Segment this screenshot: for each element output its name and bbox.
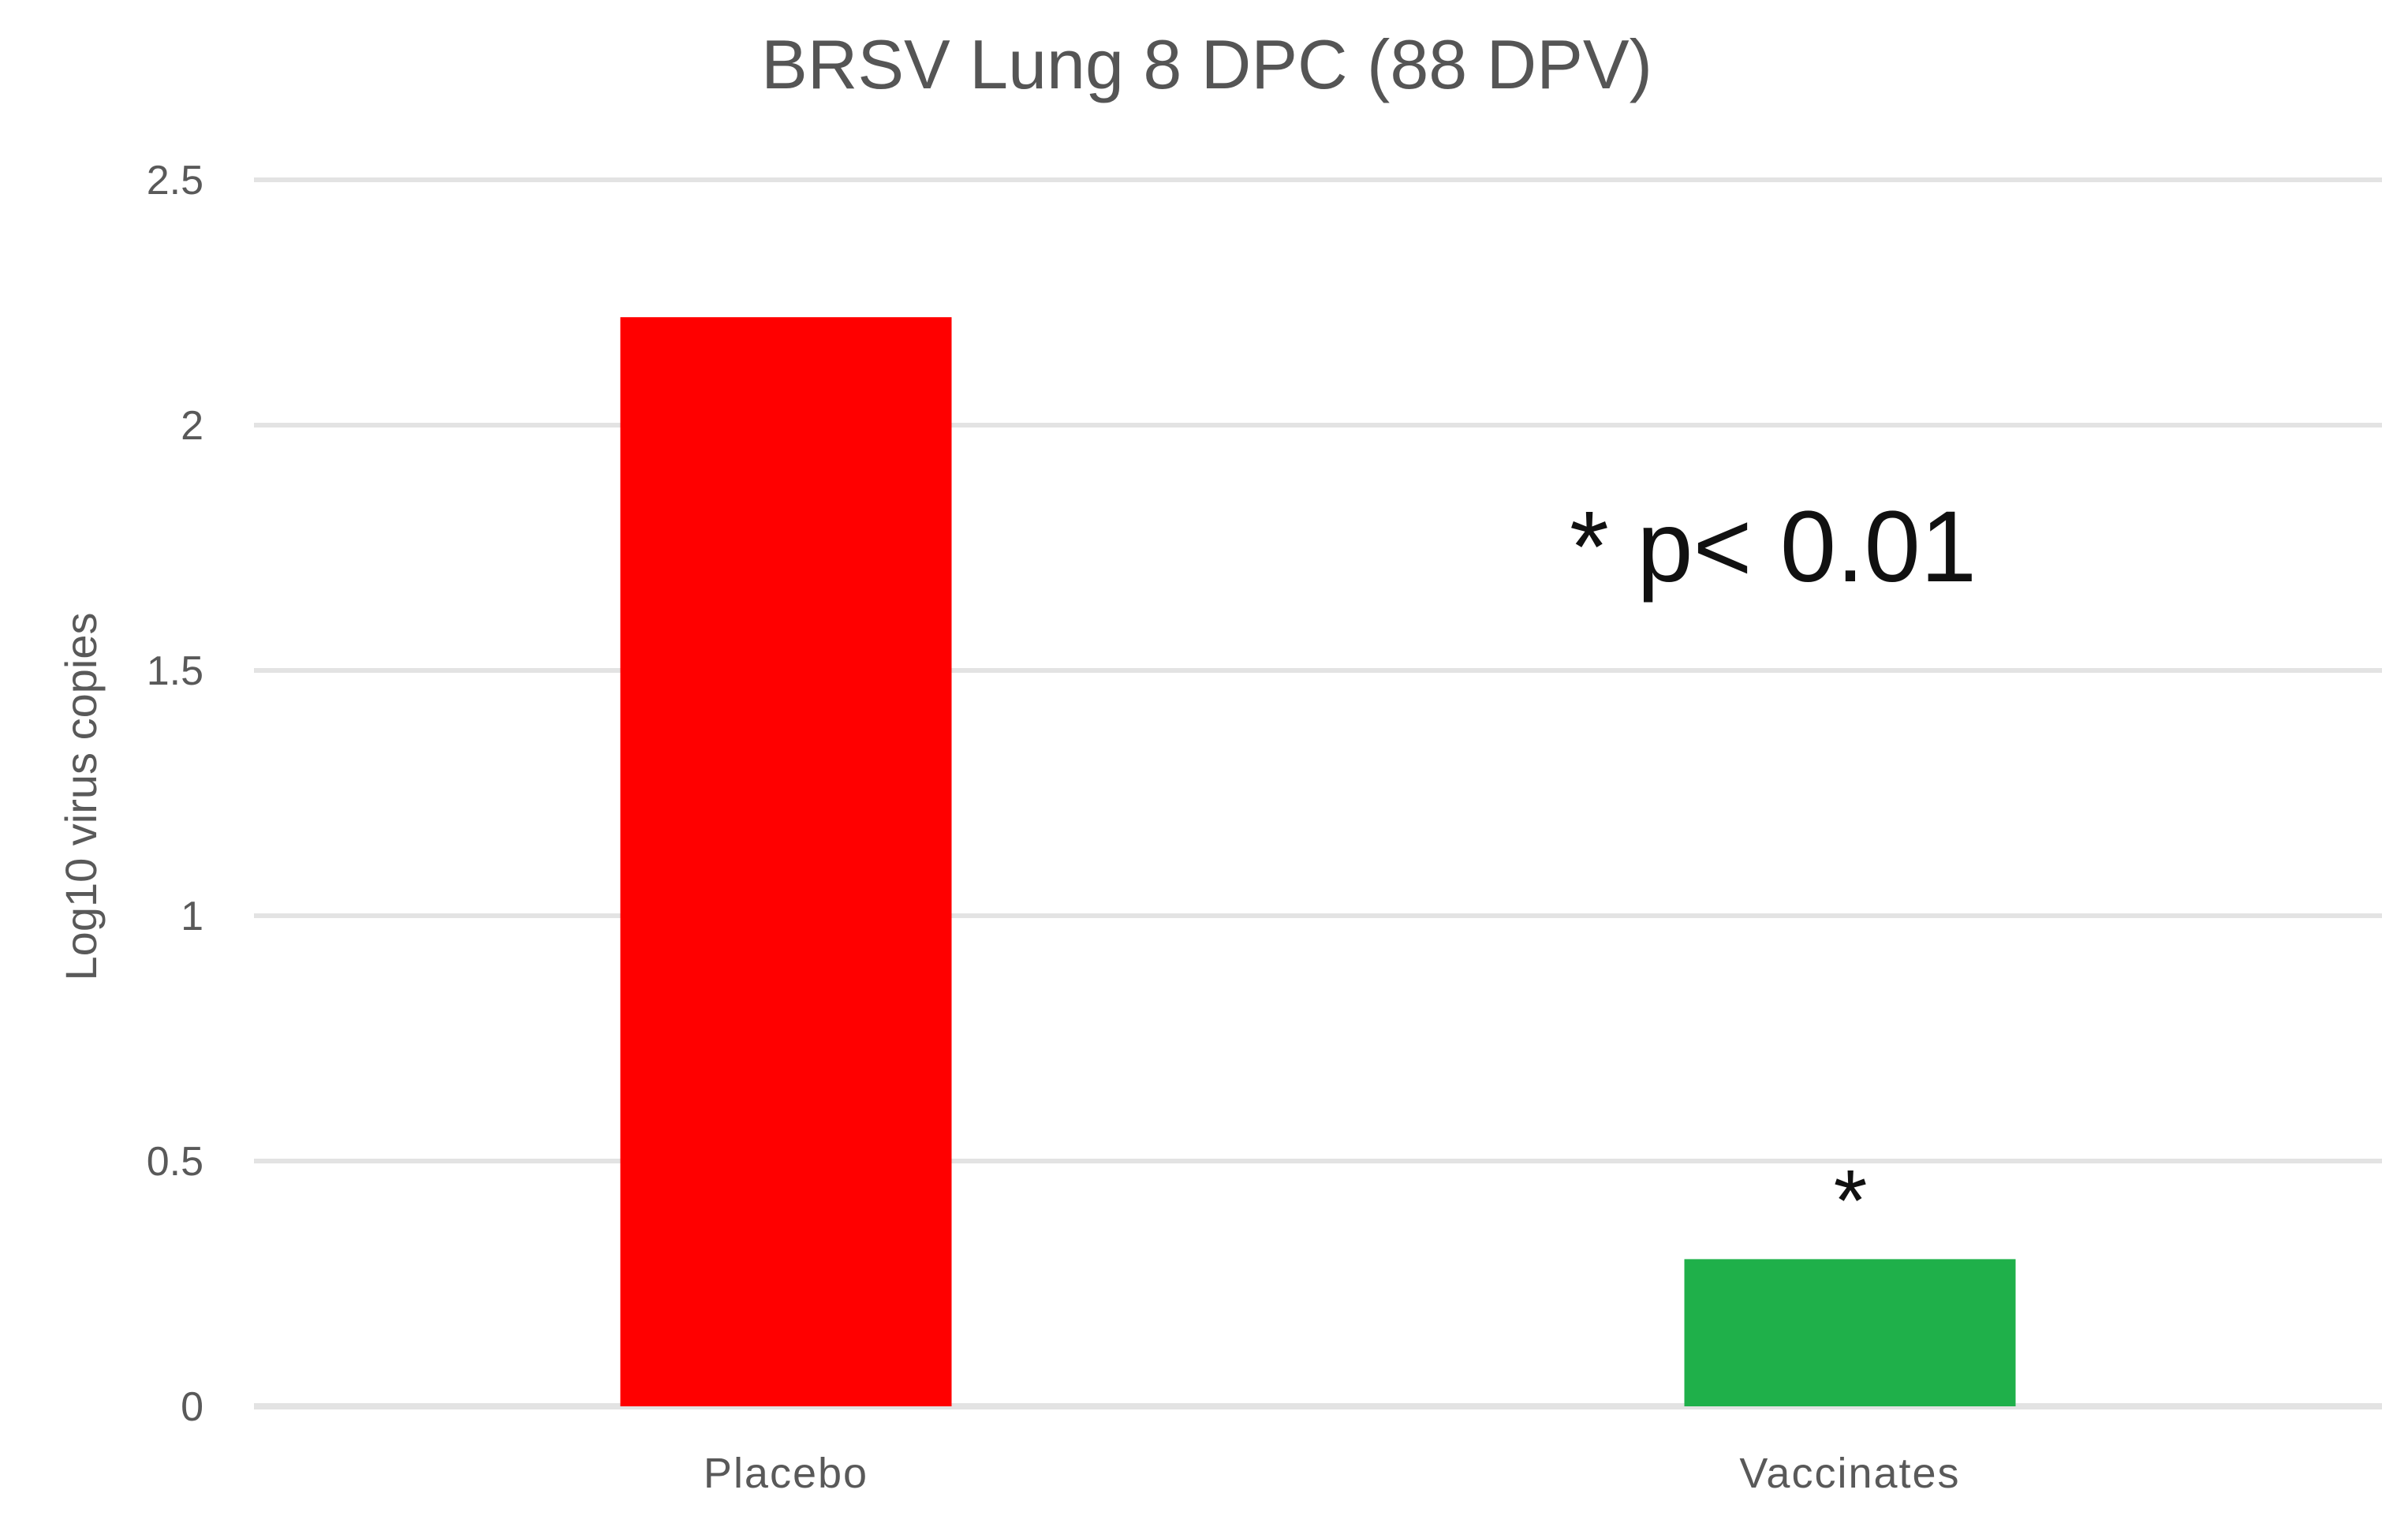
y-tick-label: 2.5 bbox=[147, 158, 203, 203]
bar-vaccinates bbox=[1684, 1259, 2016, 1406]
significance-star-marker: * bbox=[1834, 1152, 1868, 1249]
y-tick-label: 1.5 bbox=[147, 648, 203, 694]
x-category-label: Placebo bbox=[704, 1450, 868, 1497]
y-tick-label: 1 bbox=[181, 894, 203, 939]
y-tick-label: 0 bbox=[181, 1384, 203, 1430]
gridlines bbox=[254, 177, 2382, 1409]
x-axis-category-labels: Placebo Vaccinates bbox=[704, 1450, 1960, 1497]
y-tick-label: 0.5 bbox=[147, 1139, 203, 1185]
y-axis-label: Log10 virus copies bbox=[56, 613, 106, 981]
bar-placebo bbox=[620, 317, 952, 1406]
x-category-label: Vaccinates bbox=[1739, 1450, 1960, 1497]
y-tick-label: 2 bbox=[181, 403, 203, 449]
bars bbox=[620, 317, 2016, 1406]
y-axis-ticks: 0 0.5 1 1.5 2 2.5 bbox=[147, 158, 203, 1430]
chart-title: BRSV Lung 8 DPC (88 DPV) bbox=[761, 25, 1652, 103]
significance-annotation: * p< 0.01 bbox=[1570, 491, 1977, 603]
